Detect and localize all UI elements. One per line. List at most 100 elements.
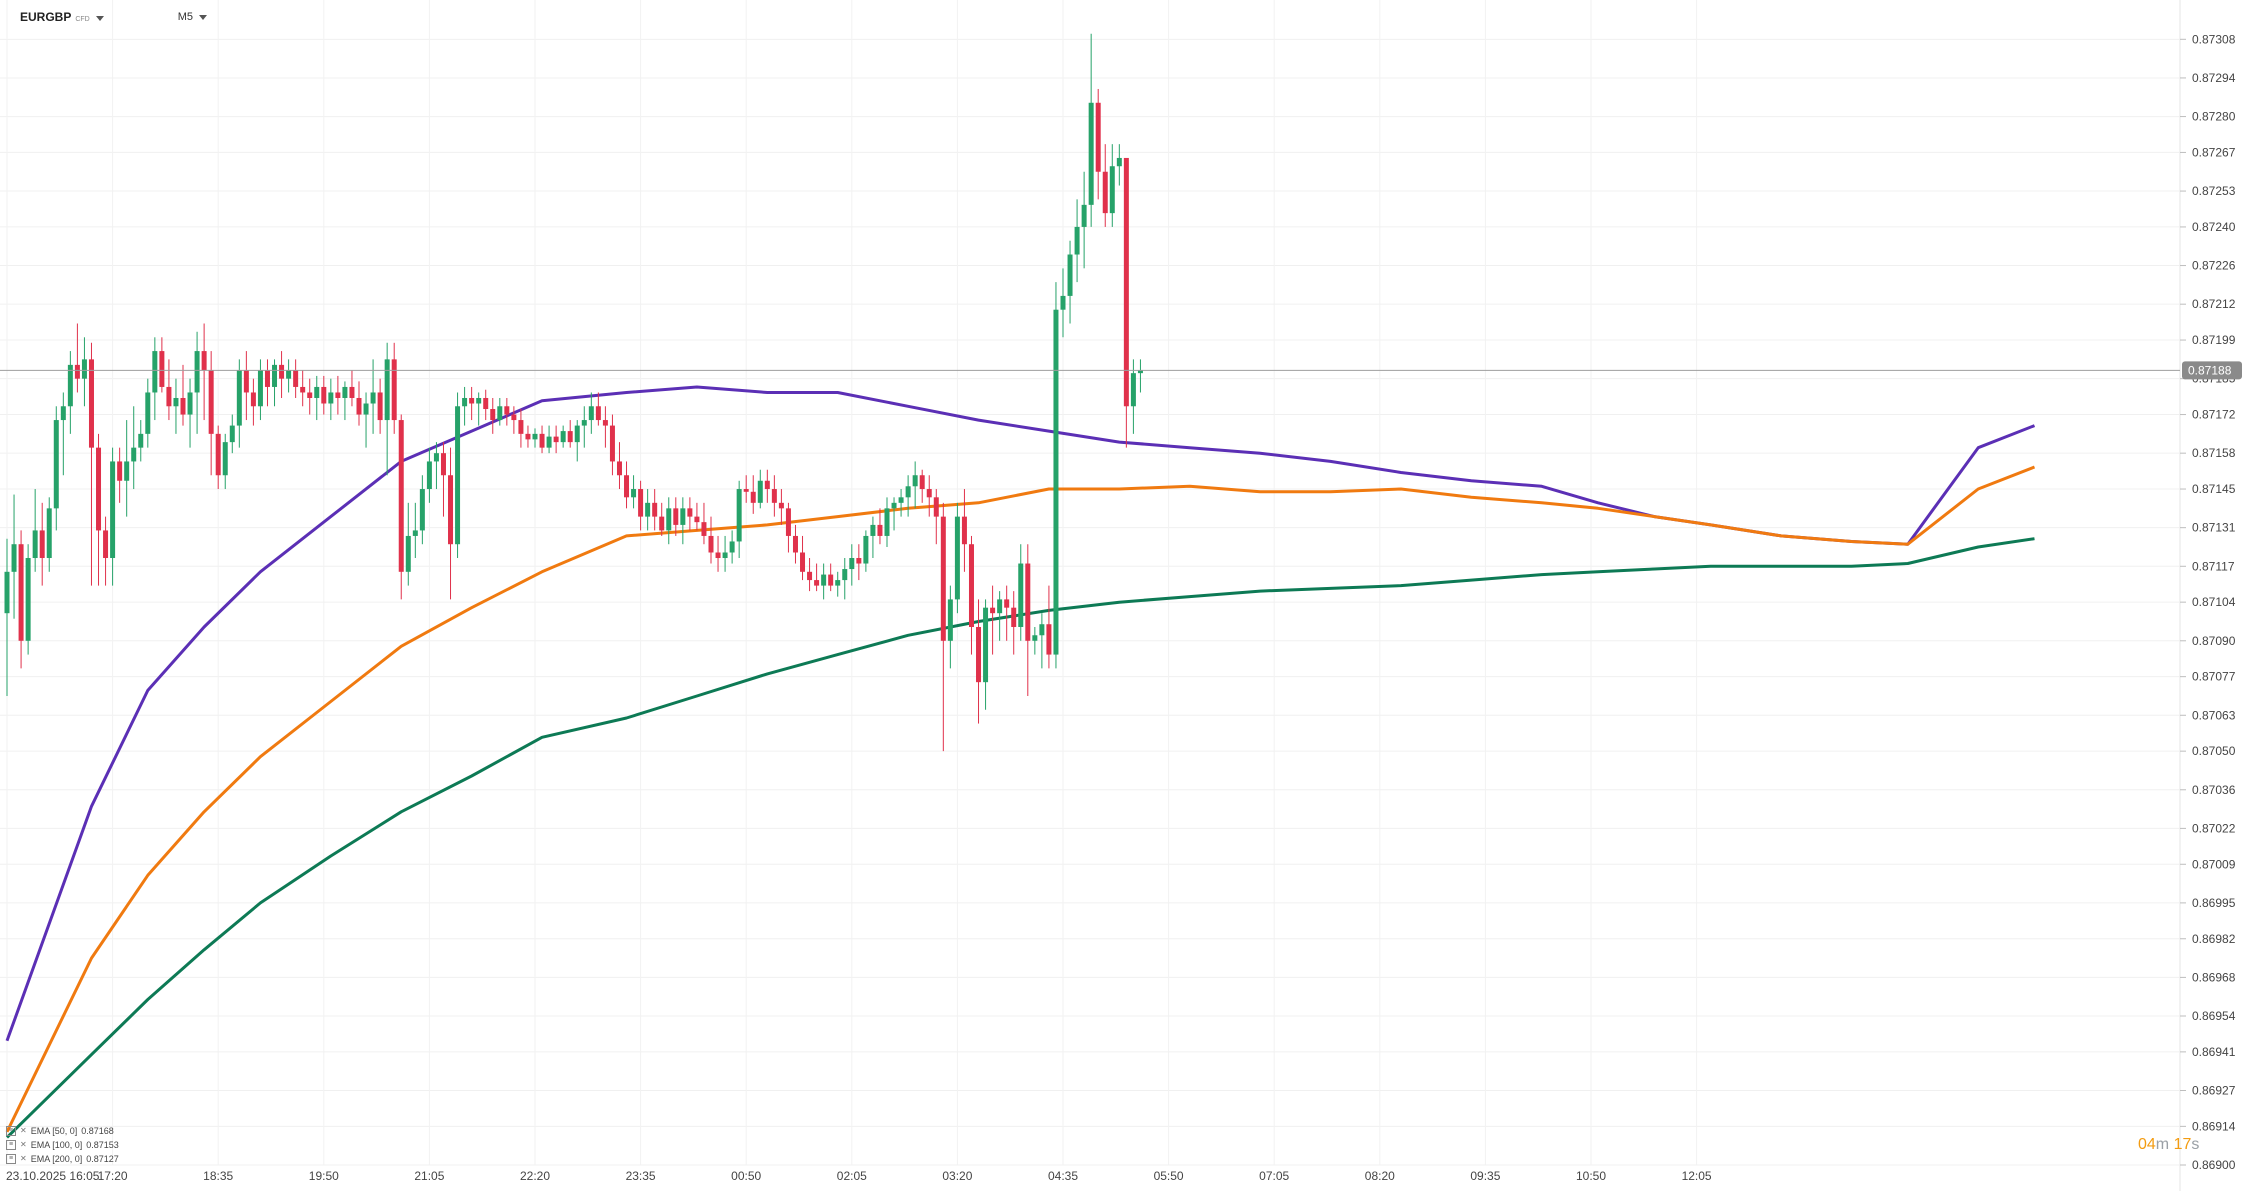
candle-down [1046,585,1052,669]
candle-up [257,359,263,421]
candle-body [1102,171,1108,214]
candle-up [60,392,66,476]
candle-up [849,544,855,586]
candle-up [1116,144,1122,186]
close-icon[interactable]: ✕ [20,1154,27,1163]
candle-body [384,359,390,421]
candle-body [778,502,784,509]
candle-down [490,397,496,434]
candle-down [715,535,721,572]
candle-down [1123,157,1129,448]
candle-up [173,378,179,434]
candle-body [173,397,179,407]
candle-body [602,420,608,426]
legend-ema-50[interactable]: ≡ ✕ EMA [50, 0] 0.87168 [6,1124,119,1138]
candle-up [286,359,292,393]
candle-body [616,461,622,476]
candle-body [166,386,172,407]
legend-label: EMA [50, 0] [30,1126,78,1136]
candle-body [968,544,974,627]
candle-up [1081,171,1087,269]
y-tick-label: 0.87009 [2192,857,2236,871]
candle-down [377,378,383,434]
candle-up [574,420,580,462]
candle-body [821,574,827,586]
candle-body [849,558,855,570]
price-axis[interactable]: 0.87308 0.87294 0.87280 0.87267 0.87253 0.872… [2180,32,2236,1172]
candle-up [32,489,38,572]
candle-body [490,409,496,421]
candle-body [363,403,369,415]
candle-up [426,447,432,503]
legend-label: EMA [200, 0] [30,1154,83,1164]
candle-body [81,359,87,379]
candle-body [152,351,158,393]
candle-down [74,323,80,393]
candle-down [940,502,946,752]
x-tick-label: 09:35 [1470,1169,1500,1183]
candle-up [81,337,87,407]
candle-down [201,323,207,421]
candle-body [236,370,242,426]
close-icon[interactable]: ✕ [20,1126,27,1135]
candle-body [208,370,214,434]
candle-down [88,342,94,586]
candle-body [722,552,728,559]
candle-down [990,585,996,655]
candle-down [750,475,756,514]
settings-icon[interactable]: ≡ [6,1140,16,1150]
candle-body [954,516,960,600]
candle-body [715,552,721,559]
candle-down [1095,88,1101,200]
ema-50-line [5,385,2036,1042]
candle-body [469,397,475,404]
candle-body [391,359,397,421]
candle-body [476,397,482,404]
candle-down [39,502,45,586]
candle-body [328,392,334,404]
y-tick-label: 0.86968 [2192,970,2236,984]
x-tick-label: 10:50 [1576,1169,1606,1183]
candle-down [18,530,24,669]
close-icon[interactable]: ✕ [20,1140,27,1149]
y-tick-label: 0.87253 [2192,184,2236,198]
current-price-tag [2182,361,2242,380]
candle-up [898,489,904,517]
candle-body [497,406,503,421]
legend-ema-200[interactable]: ≡ ✕ EMA [200, 0] 0.87127 [6,1152,119,1166]
x-tick-label: 17:20 [98,1169,128,1183]
candle-down [771,475,777,517]
candle-body [631,489,637,498]
candle-up [4,538,10,696]
candle-body [1116,157,1122,167]
candle-body [1081,204,1087,227]
candle-body [708,535,714,553]
candle-up [272,359,278,407]
candle-body [659,516,665,531]
instrument-type: CFD [75,16,90,23]
timeframe-selector[interactable]: M5 [178,11,208,23]
candle-body [18,544,24,641]
candle-up [152,337,158,421]
x-tick-label: 00:50 [731,1169,761,1183]
candlesticks [4,33,1143,752]
legend-value: 0.87153 [86,1140,119,1150]
candle-up [370,359,376,434]
candle-up [560,425,566,448]
symbol-selector[interactable]: EURGBP CFD [20,10,104,24]
candle-body [800,552,806,572]
candle-body [356,397,362,415]
candle-down [638,480,644,531]
candle-down [293,359,299,398]
settings-icon[interactable]: ≡ [6,1126,16,1136]
candle-body [67,364,73,407]
legend-ema-100[interactable]: ≡ ✕ EMA [100, 0] 0.87153 [6,1138,119,1152]
chart-header: EURGBP CFD M5 [20,10,208,24]
candle-body [1004,599,1010,608]
candle-body [194,351,200,393]
candle-down [807,558,813,592]
settings-icon[interactable]: ≡ [6,1154,16,1164]
candle-up [680,497,686,545]
